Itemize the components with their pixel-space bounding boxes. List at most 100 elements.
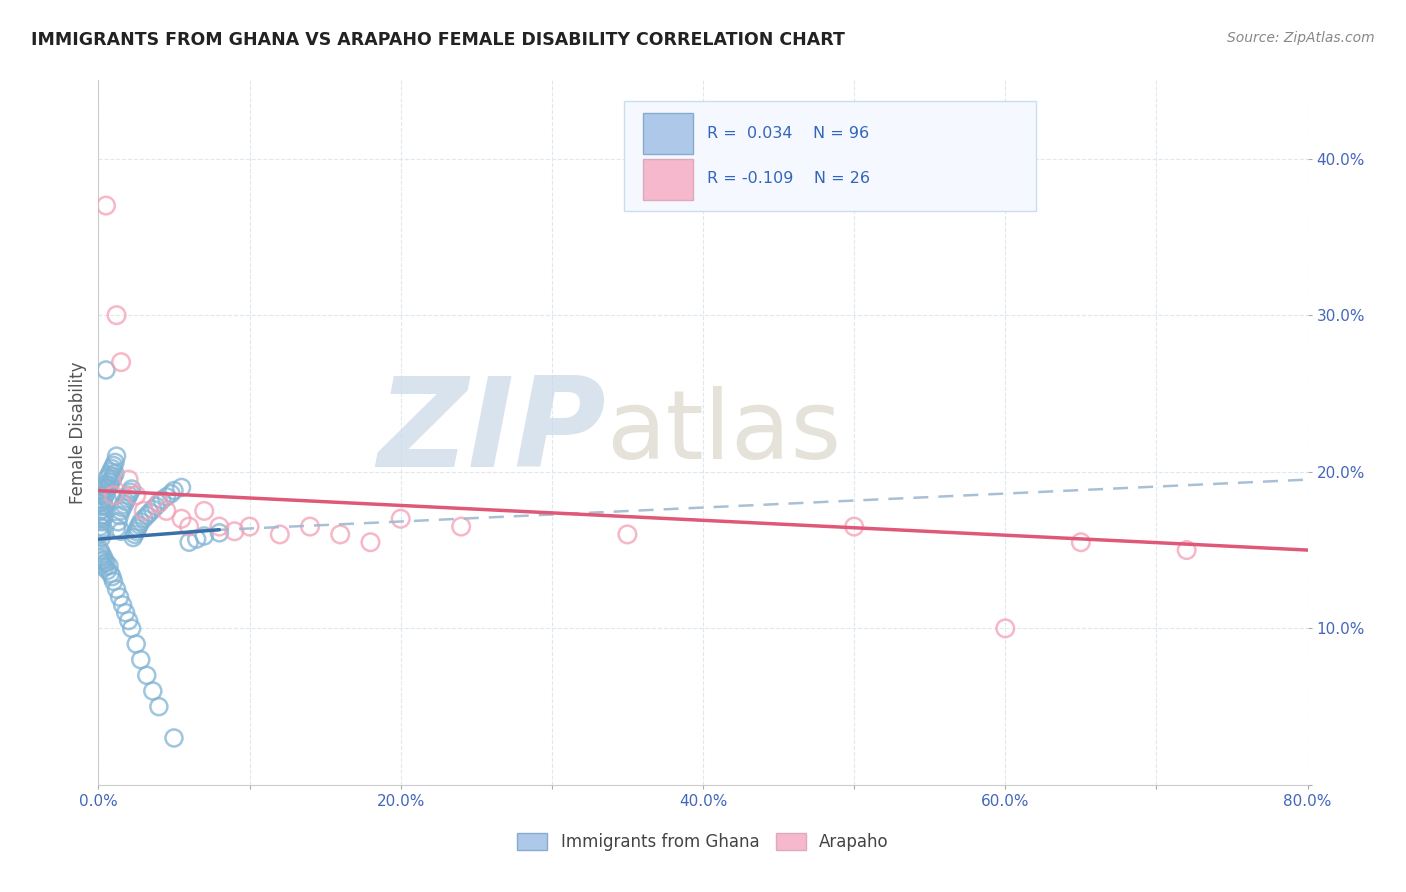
Point bbox=[114, 606, 136, 620]
Point bbox=[145, 500, 167, 514]
Point bbox=[98, 479, 121, 493]
Point bbox=[93, 560, 115, 574]
Point bbox=[103, 574, 125, 589]
Point bbox=[128, 518, 150, 533]
Point bbox=[93, 508, 115, 523]
Point bbox=[114, 494, 136, 508]
Point bbox=[148, 496, 170, 510]
Point bbox=[148, 699, 170, 714]
Point bbox=[91, 483, 114, 498]
Point bbox=[94, 198, 117, 212]
Point bbox=[155, 490, 177, 504]
Point bbox=[89, 504, 111, 518]
Point bbox=[103, 469, 125, 483]
Point bbox=[186, 532, 208, 546]
Point bbox=[100, 465, 122, 479]
Point bbox=[120, 485, 142, 500]
Point bbox=[170, 512, 193, 526]
Point bbox=[139, 506, 162, 520]
Point bbox=[94, 556, 117, 570]
Point bbox=[96, 563, 118, 577]
Point bbox=[90, 488, 112, 502]
Point bbox=[94, 486, 117, 500]
Point bbox=[170, 480, 193, 494]
Point bbox=[329, 527, 352, 541]
Point bbox=[208, 525, 231, 540]
Point bbox=[110, 355, 132, 369]
Point bbox=[98, 467, 121, 482]
Point bbox=[104, 467, 127, 481]
Point bbox=[93, 552, 115, 566]
Point bbox=[115, 491, 138, 506]
Point bbox=[127, 521, 149, 535]
Point bbox=[269, 527, 291, 541]
Point bbox=[844, 519, 866, 533]
Point bbox=[94, 477, 117, 491]
Point bbox=[103, 488, 125, 502]
Point bbox=[148, 496, 170, 510]
Point bbox=[1175, 543, 1198, 558]
Point bbox=[125, 524, 148, 539]
Point bbox=[111, 598, 134, 612]
Point bbox=[150, 492, 173, 507]
Point bbox=[163, 483, 186, 498]
Point bbox=[90, 554, 112, 568]
Point bbox=[142, 502, 165, 516]
Point bbox=[105, 521, 128, 535]
Point bbox=[110, 504, 132, 518]
Point bbox=[121, 621, 143, 635]
Point bbox=[103, 458, 125, 473]
Point bbox=[208, 519, 231, 533]
Point bbox=[90, 515, 112, 529]
Point bbox=[101, 570, 124, 584]
Point bbox=[90, 531, 112, 545]
Legend: Immigrants from Ghana, Arapaho: Immigrants from Ghana, Arapaho bbox=[510, 826, 896, 858]
Point bbox=[91, 502, 114, 516]
Point bbox=[994, 621, 1017, 635]
Text: atlas: atlas bbox=[606, 386, 841, 479]
Point bbox=[135, 508, 157, 523]
Point bbox=[100, 566, 122, 581]
Point bbox=[142, 684, 165, 698]
Point bbox=[101, 473, 124, 487]
Point bbox=[91, 549, 114, 564]
Point bbox=[105, 449, 128, 463]
Point bbox=[193, 504, 215, 518]
Point bbox=[105, 582, 128, 597]
Point bbox=[91, 512, 114, 526]
Point bbox=[616, 527, 638, 541]
Point bbox=[112, 498, 135, 512]
Point bbox=[100, 475, 122, 490]
Text: R =  0.034    N = 96: R = 0.034 N = 96 bbox=[707, 126, 869, 141]
Point bbox=[89, 519, 111, 533]
Text: ZIP: ZIP bbox=[378, 372, 606, 493]
Point bbox=[132, 512, 155, 526]
Point bbox=[108, 508, 131, 523]
Point bbox=[299, 519, 322, 533]
Point bbox=[111, 500, 134, 515]
Point bbox=[450, 519, 472, 533]
Point bbox=[118, 473, 141, 487]
Point bbox=[132, 504, 155, 518]
Point bbox=[91, 557, 114, 571]
Bar bbox=[643, 159, 693, 200]
Point bbox=[93, 480, 115, 494]
Point bbox=[91, 492, 114, 507]
Point bbox=[179, 535, 201, 549]
Point bbox=[125, 637, 148, 651]
Point bbox=[96, 492, 118, 507]
Point bbox=[96, 471, 118, 485]
Point bbox=[360, 535, 382, 549]
Point bbox=[89, 496, 111, 510]
Point bbox=[107, 515, 129, 529]
Point bbox=[108, 590, 131, 604]
Point bbox=[98, 558, 121, 573]
Point bbox=[93, 500, 115, 514]
Point bbox=[124, 527, 146, 541]
Point bbox=[135, 668, 157, 682]
Point bbox=[179, 519, 201, 533]
Point bbox=[155, 504, 177, 518]
Point bbox=[94, 363, 117, 377]
Point bbox=[239, 519, 262, 533]
Point bbox=[193, 529, 215, 543]
